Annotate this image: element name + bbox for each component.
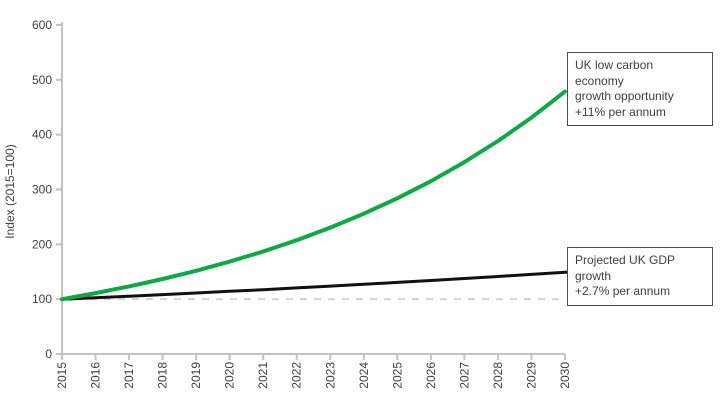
y-tick-label: 500 <box>32 73 52 87</box>
gdp-growth-line <box>60 270 567 301</box>
x-tick-label: 2023 <box>323 362 337 389</box>
x-tick-label: 2018 <box>156 362 170 389</box>
x-tick-label: 2025 <box>390 362 404 389</box>
gdp-annotation: Projected UK GDP growth +2.7% per annum <box>567 247 713 306</box>
x-tick-label: 2027 <box>457 362 471 389</box>
y-tick-label: 100 <box>32 292 52 306</box>
y-axis-title: Index (2015=100) <box>3 144 17 238</box>
x-tick-label: 2020 <box>223 362 237 389</box>
x-tick-label: 2024 <box>357 362 371 389</box>
x-tick-label: 2030 <box>558 362 572 389</box>
x-tick-label: 2029 <box>524 362 538 389</box>
y-tick-label: 400 <box>32 128 52 142</box>
low-carbon-growth-line <box>60 89 567 302</box>
y-tick-label: 300 <box>32 183 52 197</box>
y-tick-label: 600 <box>32 18 52 32</box>
x-tick-label: 2019 <box>189 362 203 389</box>
x-tick-label: 2015 <box>55 362 69 389</box>
x-tick-label: 2022 <box>290 362 304 389</box>
low-carbon-annotation: UK low carbon economy growth opportunity… <box>567 52 713 127</box>
x-tick-label: 2028 <box>491 362 505 389</box>
x-tick-label: 2016 <box>89 362 103 389</box>
x-tick-label: 2017 <box>122 362 136 389</box>
x-tick-label: 2026 <box>424 362 438 389</box>
y-tick-label: 200 <box>32 237 52 251</box>
x-tick-label: 2021 <box>256 362 270 389</box>
y-tick-label: 0 <box>45 347 52 361</box>
